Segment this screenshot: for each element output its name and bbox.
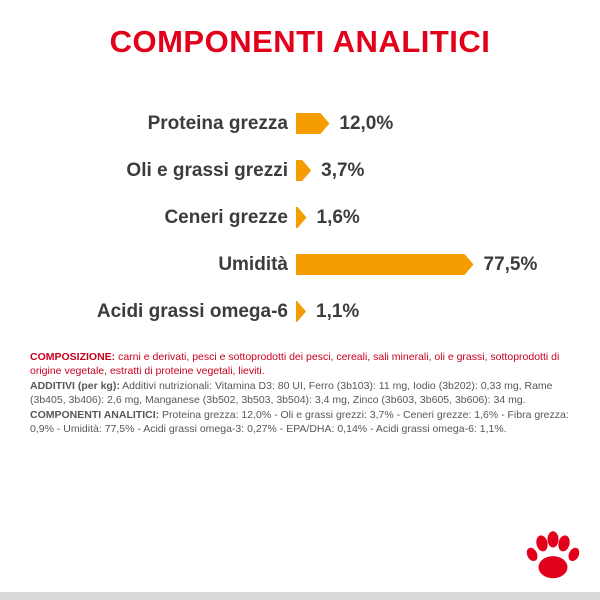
chart-bar: [296, 160, 311, 181]
chart-row: Proteina grezza 12,0%: [0, 100, 600, 147]
chart-row: Ceneri grezze 1,6%: [0, 194, 600, 241]
analytical-components-paragraph: COMPONENTI ANALITICI: Proteina grezza: 1…: [30, 409, 570, 436]
additives-text: Additivi nutrizionali: Vitamina D3: 80 U…: [30, 380, 553, 406]
paw-icon: [526, 531, 580, 579]
ingredients-text-block: COMPOSIZIONE: carni e derivati, pesci e …: [0, 351, 600, 436]
chart-row-label: Ceneri grezze: [164, 206, 288, 228]
analytical-components-label: COMPONENTI ANALITICI:: [30, 409, 160, 421]
chart-row-value: 77,5%: [483, 253, 538, 275]
chart-bar: [296, 207, 307, 228]
chart-row: Oli e grassi grezzi 3,7%: [0, 147, 600, 194]
chart-row-value: 12,0%: [339, 112, 394, 134]
chart-row-value: 1,6%: [316, 206, 360, 228]
chart-row-label: Acidi grassi omega-6: [96, 300, 288, 322]
additives-label: ADDITIVI (per kg):: [30, 380, 120, 392]
composition-paragraph: COMPOSIZIONE: carni e derivati, pesci e …: [30, 351, 570, 378]
composition-text: carni e derivati, pesci e sottoprodotti …: [30, 351, 560, 377]
analytical-components-text: Proteina grezza: 12,0% - Oli e grassi gr…: [30, 409, 569, 435]
chart-row-value: 3,7%: [321, 159, 365, 181]
bottom-strip: [0, 592, 600, 600]
chart-row-label: Umidità: [218, 253, 288, 275]
chart-row-label: Oli e grassi grezzi: [126, 159, 288, 181]
chart-row: Umidità 77,5%: [0, 241, 600, 288]
chart-bar: [296, 113, 329, 134]
composition-label: COMPOSIZIONE:: [30, 351, 116, 363]
chart-bar: [296, 254, 474, 275]
page-title: COMPONENTI ANALITICI: [109, 24, 491, 59]
analytical-components-chart: Proteina grezza 12,0% Oli e grassi grezz…: [0, 100, 600, 335]
chart-row: Acidi grassi omega-6 1,1%: [0, 288, 600, 335]
additives-paragraph: ADDITIVI (per kg): Additivi nutrizionali…: [30, 380, 570, 407]
chart-row-label: Proteina grezza: [147, 112, 288, 134]
chart-bar: [296, 301, 306, 322]
chart-row-value: 1,1%: [316, 300, 360, 322]
